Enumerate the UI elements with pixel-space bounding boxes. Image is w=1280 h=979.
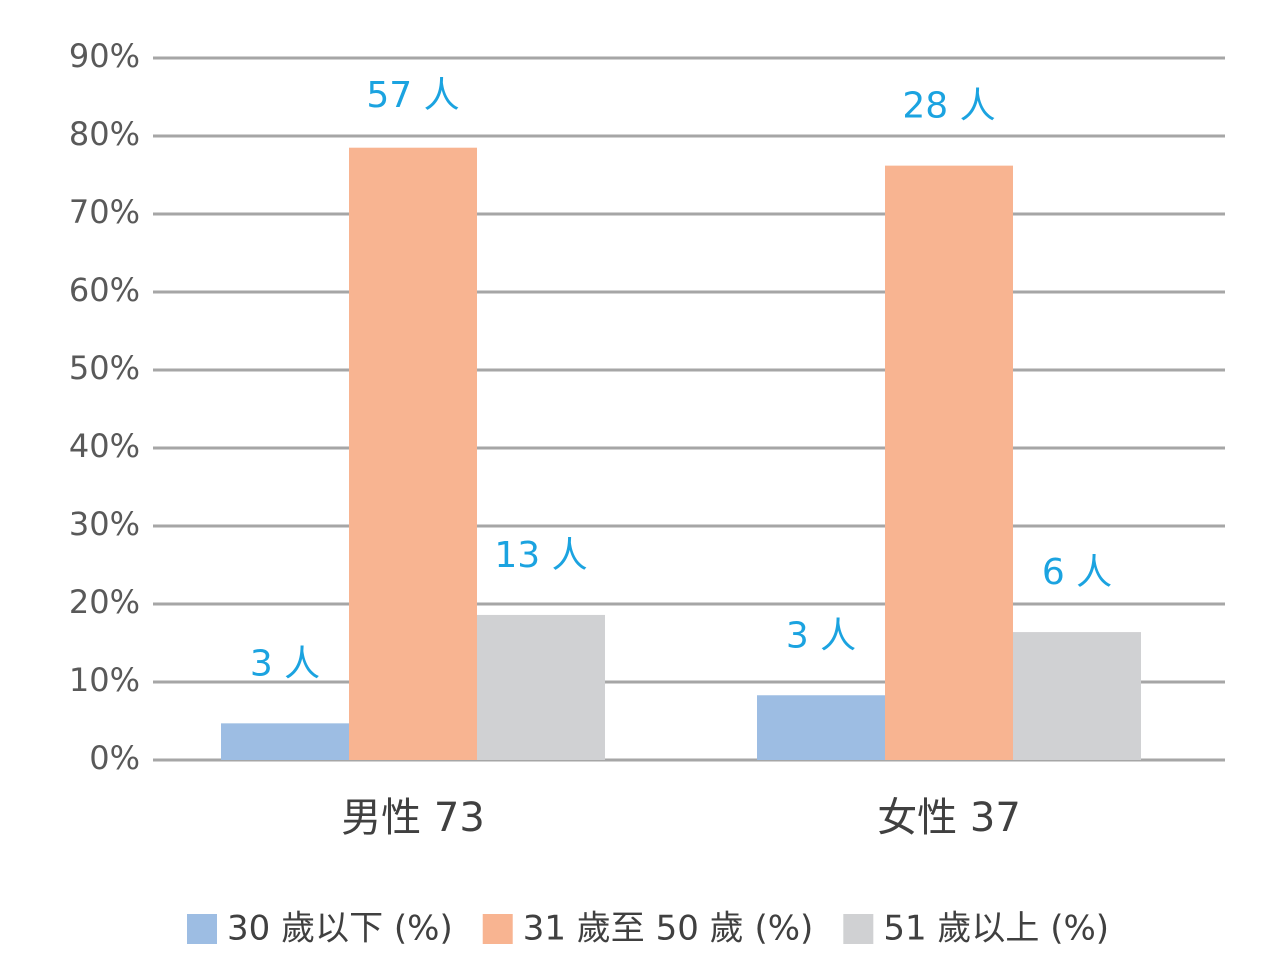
y-tick-label: 0% [89, 739, 140, 777]
data-label: 13 人 [494, 535, 587, 576]
legend-swatch [843, 914, 874, 944]
legend-swatch [482, 914, 513, 944]
y-tick-label: 90% [69, 37, 140, 75]
y-tick-label: 10% [69, 661, 140, 699]
bar [221, 723, 349, 760]
bar [1013, 632, 1141, 760]
legend-swatch [187, 914, 217, 944]
bar [885, 165, 1013, 760]
y-tick-label: 80% [69, 115, 140, 153]
y-tick-label: 50% [69, 349, 140, 387]
legend-label: 31 歲至 50 歲 (%) [523, 909, 814, 949]
bar [349, 147, 477, 760]
legend-label: 51 歲以上 (%) [883, 909, 1109, 949]
data-label: 3 人 [786, 615, 856, 656]
y-tick-label: 20% [69, 583, 140, 621]
data-label: 57 人 [366, 75, 459, 116]
data-label: 28 人 [902, 86, 995, 127]
bar [757, 695, 885, 760]
y-tick-label: 60% [69, 271, 140, 309]
bar [477, 614, 605, 760]
y-tick-label: 30% [69, 505, 140, 543]
x-tick-label: 男性 73 [341, 795, 485, 841]
x-tick-label: 女性 37 [877, 795, 1021, 841]
legend-label: 30 歲以下 (%) [227, 909, 453, 949]
data-label: 6 人 [1042, 552, 1112, 593]
data-label: 3 人 [250, 643, 320, 684]
y-tick-label: 70% [69, 193, 140, 231]
y-tick-label: 40% [69, 427, 140, 465]
